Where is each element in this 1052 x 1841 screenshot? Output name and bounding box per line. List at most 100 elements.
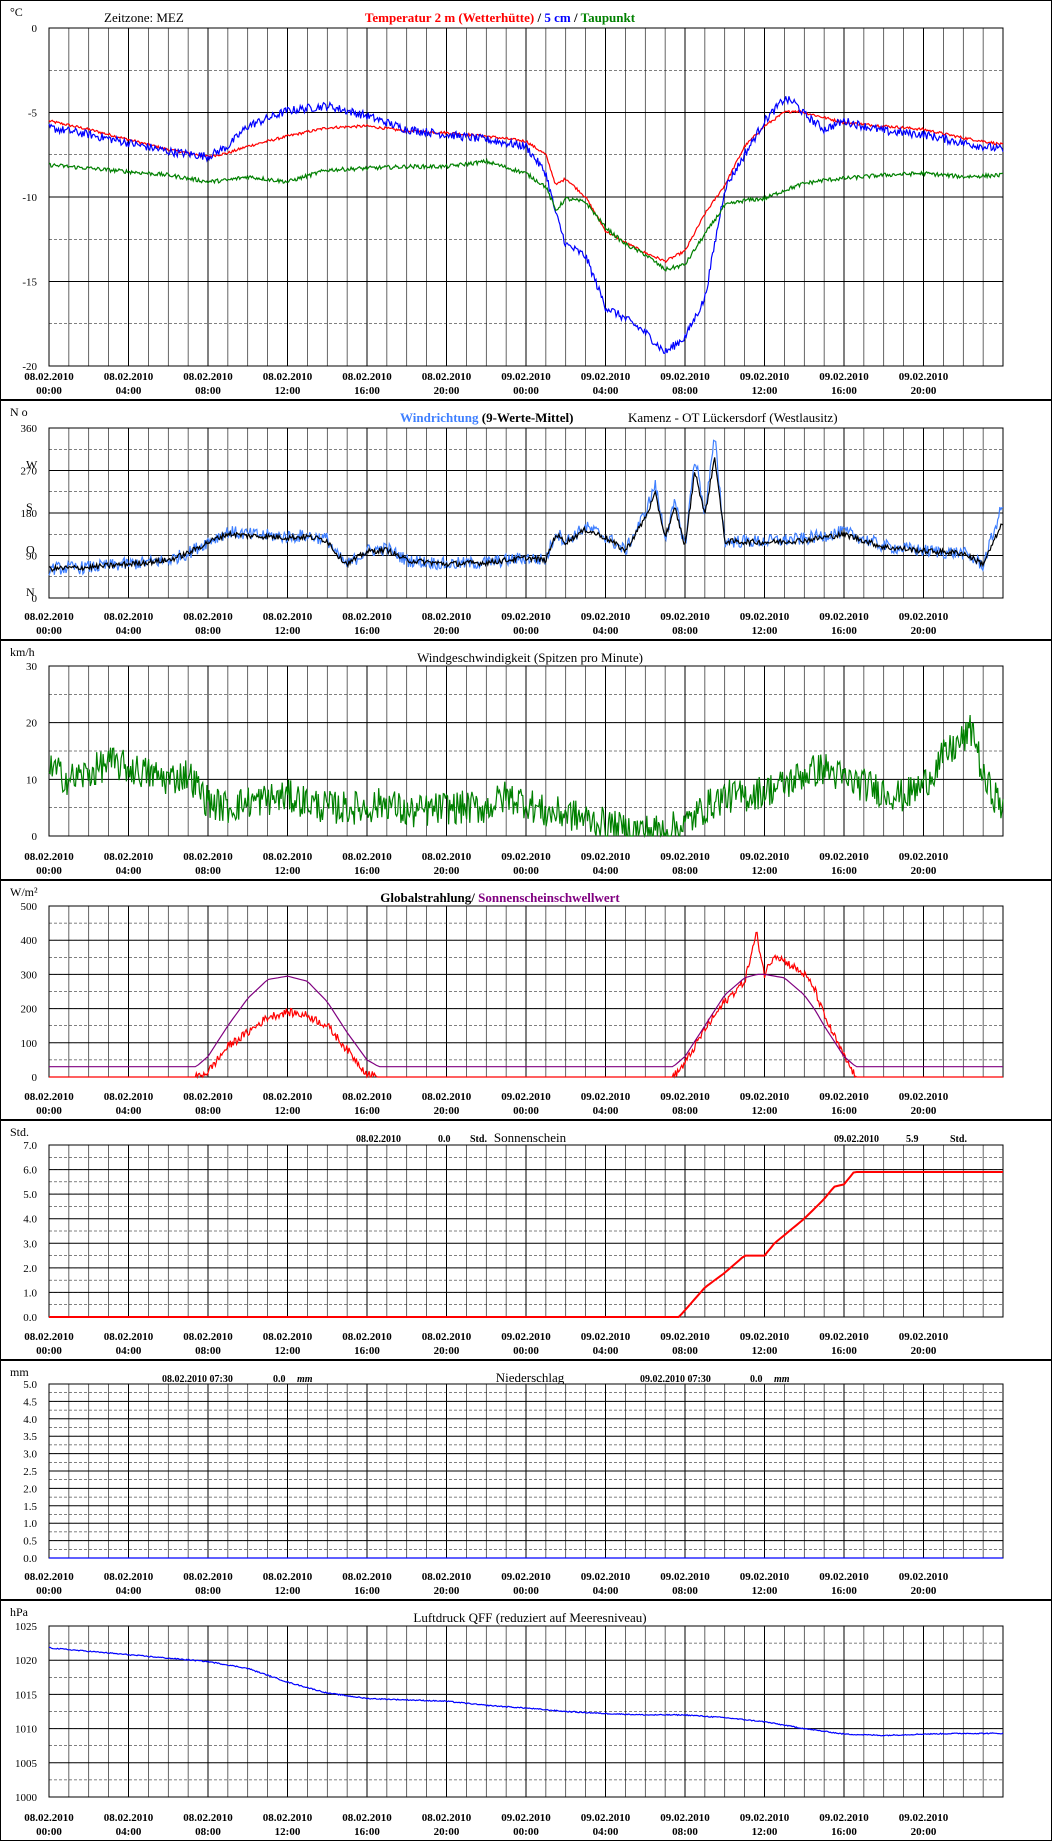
x-tick-time: 08:00 — [672, 1585, 698, 1597]
x-tick-date: 09.02.2010 — [740, 1571, 790, 1583]
x-tick-date: 08.02.2010 — [422, 611, 472, 623]
y-tick-label: -5 — [28, 108, 38, 120]
x-tick-time: 20:00 — [911, 1105, 937, 1117]
x-tick-time: 04:00 — [116, 1105, 142, 1117]
x-tick-date: 09.02.2010 — [581, 1571, 631, 1583]
y-tick-label: 0.0 — [23, 1312, 37, 1324]
x-tick-date: 09.02.2010 — [819, 1331, 869, 1343]
x-tick-date: 09.02.2010 — [740, 1091, 790, 1103]
x-tick-time: 04:00 — [116, 865, 142, 877]
x-tick-date: 08.02.2010 — [263, 851, 313, 863]
x-tick-time: 20:00 — [911, 1345, 937, 1357]
unit-label: Std. — [10, 1125, 29, 1139]
grid — [48, 1144, 1004, 1318]
grid — [48, 1625, 1004, 1798]
x-tick-time: 00:00 — [36, 1585, 62, 1597]
summary-unit: mm — [774, 1374, 790, 1385]
x-tick-date: 09.02.2010 — [899, 371, 949, 383]
summary-unit: mm — [297, 1374, 313, 1385]
x-tick-date: 09.02.2010 — [899, 611, 949, 623]
y-tick-label: 1025 — [15, 1621, 38, 1633]
x-tick-date: 08.02.2010 — [183, 1331, 233, 1343]
unit-label: km/h — [10, 645, 35, 659]
x-tick-time: 08:00 — [195, 625, 221, 637]
chart-panel-4: 500 400 300 200 100 0 W/m² Globalstrahlung/ Son… — [0, 880, 1052, 1120]
x-tick-time: 08:00 — [195, 1585, 221, 1597]
x-tick-time: 00:00 — [513, 1105, 539, 1117]
compass-label: O — [26, 543, 35, 557]
x-tick-time: 04:00 — [116, 385, 142, 397]
x-tick-date: 08.02.2010 — [422, 1812, 472, 1824]
x-tick-time: 20:00 — [911, 1826, 937, 1838]
x-tick-date: 08.02.2010 — [104, 371, 154, 383]
x-tick-date: 08.02.2010 — [342, 1571, 392, 1583]
series-line-9-werte-mittel — [48, 457, 1004, 573]
x-tick-time: 00:00 — [513, 1826, 539, 1838]
chart-title-part: / — [571, 10, 581, 25]
x-tick-time: 12:00 — [752, 1826, 778, 1838]
chart-panel-5: 7.0 6.0 5.0 4.0 3.0 2.0 1.0 0.0 Std. Sonnenschein… — [0, 1120, 1052, 1360]
x-tick-time: 04:00 — [593, 625, 619, 637]
x-tick-date: 09.02.2010 — [501, 1812, 551, 1824]
x-tick-date: 08.02.2010 — [104, 1571, 154, 1583]
x-tick-date: 08.02.2010 — [342, 1331, 392, 1343]
x-tick-date: 09.02.2010 — [660, 1091, 710, 1103]
x-tick-date: 08.02.2010 — [263, 1091, 313, 1103]
x-tick-time: 00:00 — [513, 865, 539, 877]
x-tick-date: 08.02.2010 — [263, 611, 313, 623]
chart-title: Globalstrahlung/ Sonnenscheinschwellwert — [380, 890, 620, 905]
x-tick-time: 12:00 — [752, 865, 778, 877]
x-tick-date: 09.02.2010 — [581, 1091, 631, 1103]
x-tick-time: 00:00 — [36, 1105, 62, 1117]
series-line-globalstrahlung — [49, 931, 1003, 1080]
y-tick-label: 1.5 — [23, 1501, 37, 1513]
chart-title: Windgeschwindigkeit (Spitzen pro Minute) — [417, 650, 643, 665]
x-tick-time: 12:00 — [275, 625, 301, 637]
y-tick-label: 180 — [21, 508, 38, 520]
series-line-sonnenschein — [49, 1171, 1003, 1318]
x-tick-time: 12:00 — [275, 1585, 301, 1597]
x-tick-time: 12:00 — [752, 385, 778, 397]
y-tick-label: 4.0 — [23, 1414, 37, 1426]
compass-label: S — [26, 500, 33, 514]
summary-date: 08.02.2010 07:30 — [162, 1374, 233, 1385]
x-tick-date: 09.02.2010 — [581, 851, 631, 863]
chart-panel-3: 30 20 10 0 km/h Windgeschwindigkeit (Spitzen … — [0, 640, 1052, 880]
x-tick-date: 09.02.2010 — [740, 1331, 790, 1343]
x-tick-date: 08.02.2010 — [104, 1812, 154, 1824]
y-tick-label: 0 — [32, 593, 38, 605]
x-tick-date: 08.02.2010 — [24, 1812, 74, 1824]
x-tick-time: 04:00 — [116, 1345, 142, 1357]
x-tick-time: 08:00 — [195, 385, 221, 397]
x-tick-time: 16:00 — [831, 1105, 857, 1117]
x-tick-date: 08.02.2010 — [104, 611, 154, 623]
x-tick-time: 16:00 — [354, 1585, 380, 1597]
series-line-taupunkt — [48, 157, 1004, 272]
y-tick-label: 400 — [21, 935, 38, 947]
x-tick-date: 08.02.2010 — [422, 1091, 472, 1103]
y-tick-label: -15 — [22, 277, 37, 289]
x-tick-time: 08:00 — [672, 1826, 698, 1838]
x-tick-date: 09.02.2010 — [899, 1331, 949, 1343]
x-tick-time: 12:00 — [752, 1585, 778, 1597]
y-tick-label: 20 — [26, 718, 38, 730]
y-tick-label: 90 — [26, 551, 38, 563]
y-tick-label: 300 — [21, 969, 38, 981]
x-tick-date: 09.02.2010 — [819, 1571, 869, 1583]
x-tick-date: 09.02.2010 — [660, 1331, 710, 1343]
x-tick-date: 09.02.2010 — [740, 611, 790, 623]
x-tick-time: 20:00 — [434, 1105, 460, 1117]
y-tick-label: 2.0 — [23, 1483, 37, 1495]
x-tick-time: 00:00 — [513, 1345, 539, 1357]
x-tick-time: 16:00 — [831, 385, 857, 397]
x-tick-time: 04:00 — [593, 1585, 619, 1597]
x-tick-date: 08.02.2010 — [24, 1571, 74, 1583]
x-tick-time: 16:00 — [354, 1826, 380, 1838]
y-tick-label: 270 — [21, 466, 38, 478]
x-tick-date: 09.02.2010 — [899, 1571, 949, 1583]
x-tick-time: 16:00 — [354, 625, 380, 637]
x-tick-time: 04:00 — [116, 1826, 142, 1838]
y-tick-label: 4.0 — [23, 1214, 37, 1226]
summary-unit: Std. — [470, 1134, 487, 1145]
y-tick-label: 4.5 — [23, 1396, 37, 1408]
